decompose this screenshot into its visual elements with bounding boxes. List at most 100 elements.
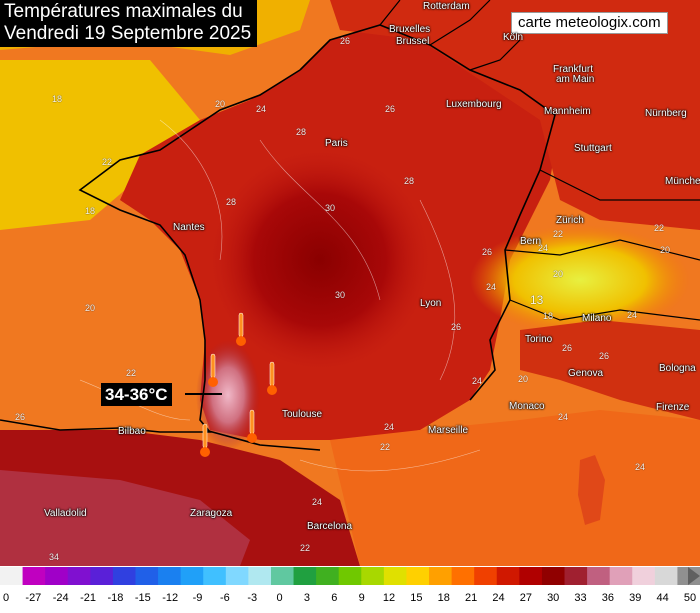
legend-tick-label: 36 — [601, 592, 615, 604]
legend-swatch — [270, 567, 295, 585]
isoline-label: 24 — [635, 462, 646, 472]
thermometer-icon — [208, 353, 218, 387]
coastline — [0, 69, 301, 433]
legend-tick-label: 0 — [276, 592, 283, 604]
city-label-mannheim: Mannheim — [544, 106, 591, 117]
spain-inner — [0, 470, 250, 566]
isoline-label: 20 — [85, 303, 96, 313]
map-title-line2: Vendredi 19 Septembre 2025 — [4, 23, 252, 44]
isoline-label: 26 — [15, 412, 26, 422]
mediterranean-sea — [330, 410, 700, 566]
legend-tick-label: 27 — [519, 592, 532, 604]
isoline-label: 28 — [296, 127, 307, 137]
isoline-label: 24 — [384, 422, 395, 432]
isoline-label: 34 — [49, 552, 60, 562]
benelux-germany-land — [330, 0, 700, 230]
city-label-am-main: am Main — [556, 74, 595, 85]
city-label-toulouse: Toulouse — [282, 409, 323, 420]
legend-tick-label: -15 — [134, 592, 151, 604]
city-label-genova: Genova — [568, 368, 604, 379]
isoline-label: 22 — [300, 543, 311, 553]
legend-swatch — [0, 567, 24, 585]
city-label-torino: Torino — [525, 334, 553, 345]
isoline-label: 30 — [325, 203, 336, 213]
map-title: Températures maximales du Vendredi 19 Se… — [0, 0, 258, 47]
isoline-label: 22 — [654, 223, 665, 233]
isoline-label: 28 — [404, 176, 415, 186]
city-label-munich: Münche — [665, 176, 700, 187]
city-label-barcelona: Barcelona — [307, 521, 353, 532]
legend-swatch — [112, 567, 136, 585]
france-border — [204, 24, 556, 451]
legend-swatch — [564, 567, 588, 585]
city-label-nantes: Nantes — [173, 222, 205, 233]
isoline-label: 24 — [627, 310, 638, 320]
isoline-label: 26 — [562, 343, 573, 353]
legend-tick-label: -21 — [80, 592, 97, 604]
legend-swatch — [45, 567, 69, 585]
legend-swatch — [474, 567, 498, 585]
legend-tick-label: 12 — [382, 592, 396, 604]
city-label-bilbao: Bilbao — [118, 426, 146, 437]
isoline-label: 30 — [335, 290, 346, 300]
credit-badge[interactable]: carte meteologix.com — [511, 12, 668, 34]
isoline-label: 22 — [102, 157, 113, 167]
legend-tick-label: 33 — [574, 592, 587, 604]
legend-swatch — [293, 567, 317, 585]
legend-swatch — [361, 567, 385, 585]
isoline-label: 18 — [52, 94, 63, 104]
temperature-field — [0, 0, 700, 566]
inner-borders — [379, 0, 700, 321]
temperature-callout: 34-36°C — [101, 383, 172, 406]
city-label-monaco: Monaco — [509, 401, 545, 412]
city-label-luxembourg: Luxembourg — [446, 99, 502, 110]
city-label-frankfurt: Frankfurt — [553, 64, 594, 75]
legend-tick-label: -27 — [25, 592, 42, 604]
isoline-label: 24 — [538, 243, 549, 253]
map-title-line1: Températures maximales du — [4, 1, 243, 22]
legend-tick-label: 39 — [629, 592, 642, 604]
thermometer-icon — [200, 423, 210, 457]
isoline-label: 22 — [380, 442, 391, 452]
city-label-marseille: Marseille — [428, 425, 469, 436]
legend-tick-label: -12 — [162, 592, 179, 604]
legend-swatch — [654, 567, 678, 585]
legend-swatch — [632, 567, 656, 585]
isoline-label: 20 — [660, 245, 671, 255]
isoline-label: 20 — [518, 374, 529, 384]
legend-tick-label: 24 — [492, 592, 505, 604]
city-label-zurich: Zürich — [556, 215, 584, 226]
isoline-label: 28 — [226, 197, 237, 207]
isoline-label: 18 — [85, 206, 96, 216]
city-label-nurnberg: Nürnberg — [645, 108, 687, 119]
city-label-bern: Bern — [520, 236, 542, 247]
isoline-label: 20 — [215, 99, 226, 109]
legend-swatch — [225, 567, 249, 585]
legend-swatch — [451, 567, 475, 585]
legend-tick-label: -3 — [247, 592, 258, 604]
legend-swatch — [406, 567, 430, 585]
isoline-label: 26 — [340, 36, 351, 46]
legend-tick-label: 21 — [464, 592, 478, 604]
italy-land — [520, 320, 700, 420]
legend-tick-label: 15 — [410, 592, 423, 604]
city-label-valladolid: Valladolid — [44, 508, 87, 519]
isoline-label: 22 — [126, 368, 137, 378]
legend-swatch — [383, 567, 407, 585]
city-label-brussel: Brussel — [396, 36, 430, 47]
legend-tick-label: 44 — [656, 592, 669, 604]
city-label-zaragoza: Zaragoza — [190, 508, 233, 519]
city-label-milano: Milano — [582, 313, 612, 324]
legend-arrow-right — [688, 567, 700, 585]
city-label-lyon: Lyon — [420, 298, 442, 309]
thermometer-icon — [236, 312, 246, 346]
inland-heat — [210, 150, 430, 370]
atlantic-cool-area — [0, 60, 200, 230]
legend-tick-label: 9 — [358, 592, 365, 604]
city-label-stuttgart: Stuttgart — [574, 143, 612, 154]
isoline-label: 13 — [530, 293, 544, 307]
legend-swatch — [541, 567, 566, 585]
legend-tick-label: 3 — [303, 592, 311, 604]
legend-swatch — [180, 567, 204, 585]
